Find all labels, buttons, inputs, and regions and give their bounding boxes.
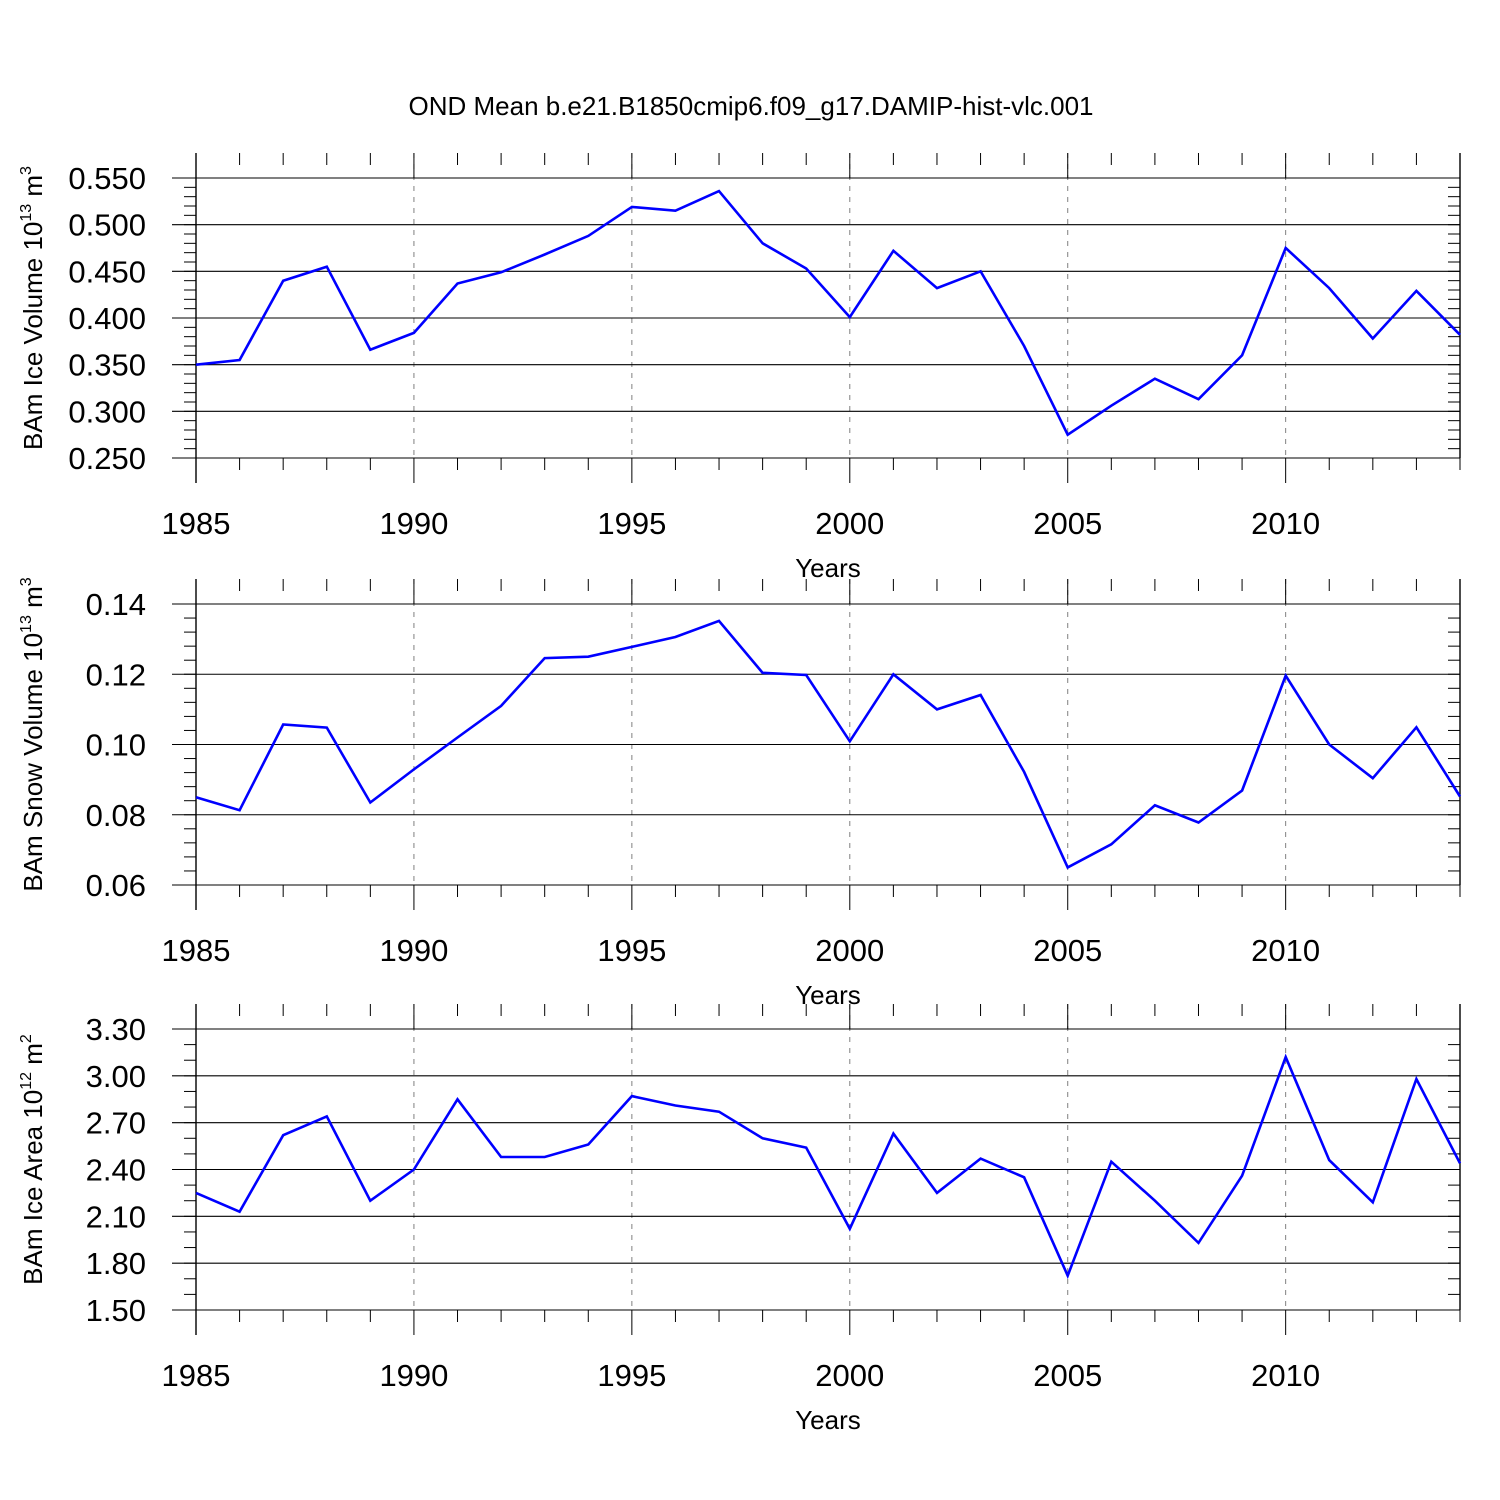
y-tick-label: 0.08 (86, 798, 146, 833)
x-tick-label: 1985 (162, 506, 231, 541)
x-tick-label: 1995 (597, 1358, 666, 1393)
y-tick-label: 0.12 (86, 657, 146, 692)
series-line (195, 1053, 1462, 1280)
y-tick-label: 0.400 (68, 301, 146, 336)
series-line (195, 619, 1462, 870)
y-tick-label: 1.80 (86, 1246, 146, 1281)
x-tick-label: 1985 (162, 1358, 231, 1393)
chart-title: OND Mean b.e21.B1850cmip6.f09_g17.DAMIP-… (408, 91, 1093, 121)
x-tick-label: 1990 (379, 933, 448, 968)
x-tick-label: 1990 (379, 506, 448, 541)
x-tick-label: 2010 (1251, 506, 1320, 541)
x-tick-label: 2010 (1251, 933, 1320, 968)
x-tick-label: 1995 (597, 933, 666, 968)
x-tick-label: 2005 (1033, 506, 1102, 541)
x-tick-label: 1985 (162, 933, 231, 968)
chart-panel-3: 1.50 1.80 2.10 2.40 2.70 3.00 3.30 1985 1990 1995… (18, 1004, 1462, 1435)
y-tick-label: 0.10 (86, 728, 146, 763)
y-axis-title: BAm Ice Area 1012 m2 (18, 1034, 48, 1285)
x-tick-label: 2000 (815, 933, 884, 968)
y-tick-label: 3.30 (86, 1012, 146, 1047)
x-tick-label: 2000 (815, 1358, 884, 1393)
y-tick-label: 0.500 (68, 208, 146, 243)
y-tick-label: 0.06 (86, 868, 146, 903)
y-tick-label: 1.50 (86, 1293, 146, 1328)
y-tick-label: 2.40 (86, 1153, 146, 1188)
x-axis-title: Years (795, 980, 861, 1010)
x-tick-label: 2000 (815, 506, 884, 541)
x-tick-label: 2005 (1033, 933, 1102, 968)
y-tick-label: 3.00 (86, 1059, 146, 1094)
x-axis-title: Years (795, 1405, 861, 1435)
x-tick-label: 1990 (379, 1358, 448, 1393)
y-tick-label: 0.450 (68, 254, 146, 289)
chart-panel-2: 0.06 0.08 0.10 0.12 0.14 1985 1990 1995 2000 2005… (18, 577, 1462, 1010)
x-tick-label: 2010 (1251, 1358, 1320, 1393)
y-axis-title: BAm Snow Volume 1013 m3 (18, 577, 48, 891)
y-tick-label: 0.550 (68, 161, 146, 196)
x-tick-label: 2005 (1033, 1358, 1102, 1393)
x-axis-title: Years (795, 553, 861, 583)
y-tick-label: 0.14 (86, 587, 146, 622)
chart-panel-1: 0.250 0.300 0.350 0.400 0.450 0.500 0.550 1985 1… (18, 153, 1461, 583)
y-tick-label: 2.70 (86, 1106, 146, 1141)
x-tick-label: 1995 (597, 506, 666, 541)
y-tick-label: 0.250 (68, 441, 146, 476)
y-tick-label: 2.10 (86, 1199, 146, 1234)
series-line (195, 189, 1461, 437)
y-axis-title: BAm Ice Volume 1013 m3 (18, 166, 48, 450)
y-tick-label: 0.350 (68, 348, 146, 383)
y-tick-label: 0.300 (68, 394, 146, 429)
